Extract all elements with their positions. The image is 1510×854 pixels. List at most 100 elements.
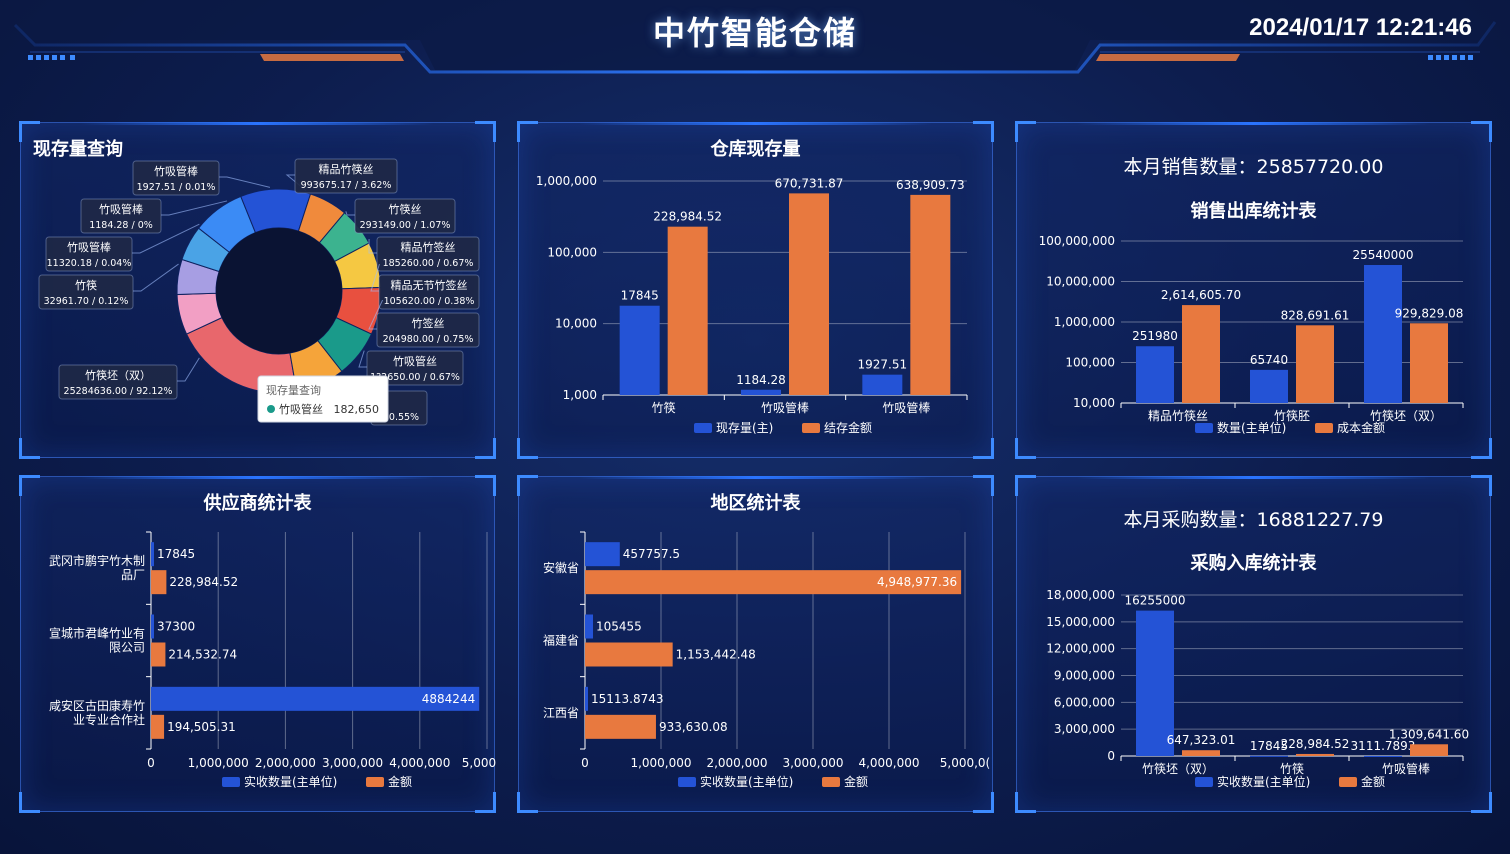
slice-value: 105620.00 / 0.38%: [384, 296, 475, 307]
slice-name: 竹筷: [75, 278, 97, 292]
y-tick-label: 100,000: [1065, 356, 1115, 370]
x-tick-label: 竹吸管棒: [1382, 761, 1430, 776]
data-label: 933,630.08: [659, 720, 728, 734]
slice-name: 竹吸管棒: [67, 240, 111, 254]
bar: [1296, 325, 1334, 403]
panel-title: 销售出库统计表: [1190, 201, 1317, 222]
slice-value: 11320.18 / 0.04%: [47, 258, 132, 269]
x-tick-label: 3,000,000: [782, 756, 843, 770]
slice-value: 25284636.00 / 92.12%: [64, 386, 173, 397]
data-label: 647,323.01: [1167, 733, 1236, 747]
legend-label: 现存量(主): [716, 421, 773, 435]
legend-label: 金额: [388, 774, 412, 789]
data-label: 3111.7893: [1351, 739, 1416, 753]
x-tick-label: 竹筷: [1280, 761, 1304, 776]
bar: [151, 642, 166, 667]
y-tick-label: 3,000,000: [1054, 722, 1115, 736]
y-tick-label: 业专业合作社: [73, 712, 145, 727]
panel-purchase: 本月采购数量：16881227.79 采购入库统计表 0 3,000,000 6,0…: [1015, 475, 1492, 813]
panel-title: 现存量查询: [33, 139, 123, 160]
data-label: 16255000: [1124, 594, 1185, 608]
header-frame: [0, 0, 1510, 74]
x-tick-label: 1,000,000: [630, 756, 691, 770]
bar: [151, 614, 154, 639]
x-tick-label: 4,000,000: [858, 756, 919, 770]
legend-swatch: [802, 423, 820, 433]
tooltip-name: 竹吸管丝: [279, 402, 323, 416]
bar: [741, 389, 781, 395]
bar: [151, 686, 480, 711]
slice-value: 293149.00 / 1.07%: [360, 220, 451, 231]
page-title: 中竹智能仓储: [652, 14, 857, 52]
leader-line: [219, 176, 271, 188]
bar: [862, 374, 903, 395]
horizontal-bar-chart[interactable]: 0 1,000,000 2,000,000 3,000,000 4,000,000 5,0…: [519, 477, 994, 813]
leader-line: [345, 211, 355, 216]
data-label: 457757.5: [623, 547, 680, 561]
horizontal-bar-chart[interactable]: 0 1,000,000 2,000,000 3,000,000 4,000,000 5,0…: [21, 477, 496, 813]
data-label: 1,153,442.48: [676, 648, 756, 662]
legend-label: 数量(主单位): [1217, 420, 1286, 435]
tooltip-value: 182,650: [334, 403, 380, 416]
y-tick-label: 0: [1107, 749, 1115, 763]
legend-label: 结存金额: [824, 420, 872, 435]
bar: [585, 686, 588, 711]
slice-name: 竹吸管棒: [154, 164, 198, 178]
panel-supplier: 供应商统计表 0 1,000,000 2,000,000 3,000,000 4,000…: [19, 475, 496, 813]
y-tick-label: 品厂: [121, 568, 145, 582]
legend-swatch: [678, 777, 696, 787]
slice-value: 204980.00 / 0.75%: [383, 334, 474, 345]
y-tick-label: 6,000,000: [1054, 695, 1115, 709]
label-box: [132, 160, 220, 196]
label-box: [80, 198, 162, 234]
slice-name: 竹筷丝: [389, 202, 422, 216]
bar-chart[interactable]: 0 3,000,000 6,000,000 9,000,000 12,000,000 15…: [1017, 477, 1492, 813]
x-tick-label: 5,000,0(: [462, 756, 496, 770]
leader-line: [368, 299, 384, 330]
x-tick-label: 精品竹筷丝: [1148, 408, 1208, 423]
data-label: 65740: [1250, 353, 1288, 367]
panel-region: 地区统计表 0 1,000,000 2,000,000 3,000,000 4,000,…: [517, 475, 994, 813]
slice-name: 精品竹筷丝: [319, 162, 374, 176]
bar: [1250, 369, 1288, 403]
bar: [1410, 323, 1448, 403]
legend-label: 金额: [1361, 774, 1385, 789]
label-box: [378, 274, 480, 310]
slice-name: 精品竹签丝: [401, 240, 456, 254]
leader-line: [370, 263, 380, 292]
x-tick-label: 0: [581, 756, 589, 770]
panel-warehouse-stock: 仓库现存量 1,000 10,000 100,000 1,000,000 竹筷 17845…: [517, 121, 994, 459]
donut-chart[interactable]: 竹吸管棒 1927.51 / 0.01% 精品竹筷丝 993675.17 / 3.62…: [21, 123, 496, 459]
tooltip-title: 现存量查询: [266, 383, 321, 397]
bar: [910, 194, 951, 395]
bar: [585, 642, 673, 667]
legend-label: 成本金额: [1337, 420, 1385, 435]
slice-value: 32961.70 / 0.12%: [44, 296, 129, 307]
data-label: 4884244: [422, 692, 475, 706]
slice-value: 0.55%: [389, 412, 419, 423]
y-tick-label: 12,000,000: [1046, 642, 1115, 656]
donut-hole: [216, 228, 342, 354]
data-label: 17845: [157, 547, 195, 561]
data-label: 194,505.31: [167, 720, 236, 734]
legend-label: 实收数量(主单位): [244, 774, 337, 789]
tooltip-marker: [267, 405, 275, 413]
y-tick-label: 安徽省: [543, 560, 579, 575]
panel-title: 采购入库统计表: [1190, 553, 1317, 574]
bar-chart[interactable]: 1,000 10,000 100,000 1,000,000 竹筷 17845 228,98…: [519, 123, 994, 459]
legend-swatch: [694, 423, 712, 433]
bar: [1136, 346, 1174, 403]
data-label: 2,614,605.70: [1161, 288, 1241, 302]
label-box: [58, 364, 178, 400]
slice-name: 竹吸管丝: [393, 354, 437, 368]
bar: [1136, 610, 1174, 756]
bar: [1182, 305, 1220, 403]
panel-stock-query: 现存量查询 竹吸管棒 1927.51 / 0.01% 精品竹筷丝 993675.17 …: [19, 121, 496, 459]
bar: [585, 542, 620, 567]
legend-swatch: [1339, 777, 1357, 787]
leader-line: [161, 200, 228, 216]
slice-name: 竹吸管棒: [99, 202, 143, 216]
bar-chart[interactable]: 10,000 100,000 1,000,000 10,000,000 100,000,…: [1017, 123, 1492, 459]
data-label: 228,984.52: [169, 575, 238, 589]
bar: [1182, 750, 1220, 756]
